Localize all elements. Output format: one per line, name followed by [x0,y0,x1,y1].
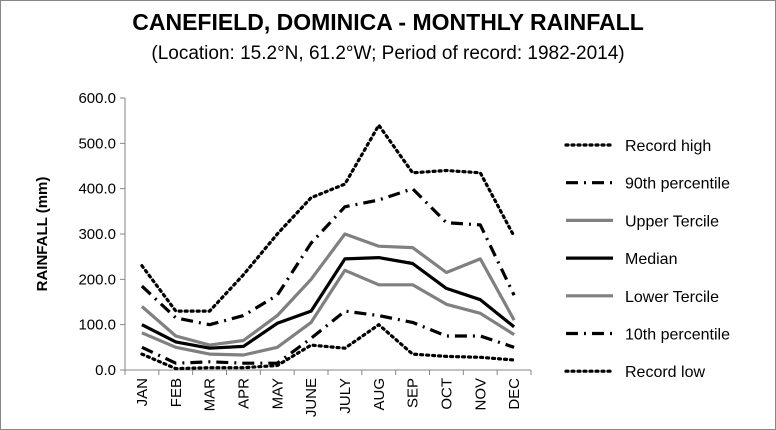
y-tick-label: 600.0 [78,90,116,107]
x-tick-label: SEP [405,378,422,408]
x-tick-label: OCT [438,378,455,410]
x-tick-label: MAY [269,378,286,409]
legend-label-2: Upper Tercile [625,213,719,230]
y-tick-label: 200.0 [78,271,116,288]
series-line-1 [140,187,516,327]
y-axis-label: RAINFALL (mm) [34,177,51,292]
x-tick-label: JULY [337,378,354,414]
x-tick-label: MAR [202,378,219,412]
legend-label-0: Record high [625,138,711,155]
legend-label-3: Median [625,251,677,268]
legend-label-1: 90th percentile [625,176,730,193]
series-line-3 [141,256,516,350]
series-line-2 [140,232,516,347]
y-tick-label: 500.0 [78,135,116,152]
series-line-4 [141,268,515,357]
legend-label-6: Record low [625,364,705,381]
y-tick-label: 0.0 [95,362,116,379]
y-tick-label: 100.0 [78,317,116,334]
legend-label-4: Lower Tercile [625,289,719,306]
chart-title: CANEFIELD, DOMINICA - MONTHLY RAINFALL [132,9,644,35]
y-tick-label: 400.0 [78,181,116,198]
x-tick-label: FEB [168,378,185,407]
chart-subtitle: (Location: 15.2°N, 61.2°W; Period of rec… [151,43,625,64]
series-line-0 [140,123,516,313]
x-tick-label: APR [235,378,252,409]
series-line-6 [140,323,516,371]
x-tick-label: JUNE [303,378,320,417]
x-tick-label: NOV [472,378,489,411]
legend-label-5: 10th percentile [625,327,730,344]
x-tick-label: JAN [134,378,151,406]
x-tick-label: AUG [371,378,388,411]
y-tick-label: 300.0 [78,226,116,243]
x-tick-label: DEC [506,378,523,410]
